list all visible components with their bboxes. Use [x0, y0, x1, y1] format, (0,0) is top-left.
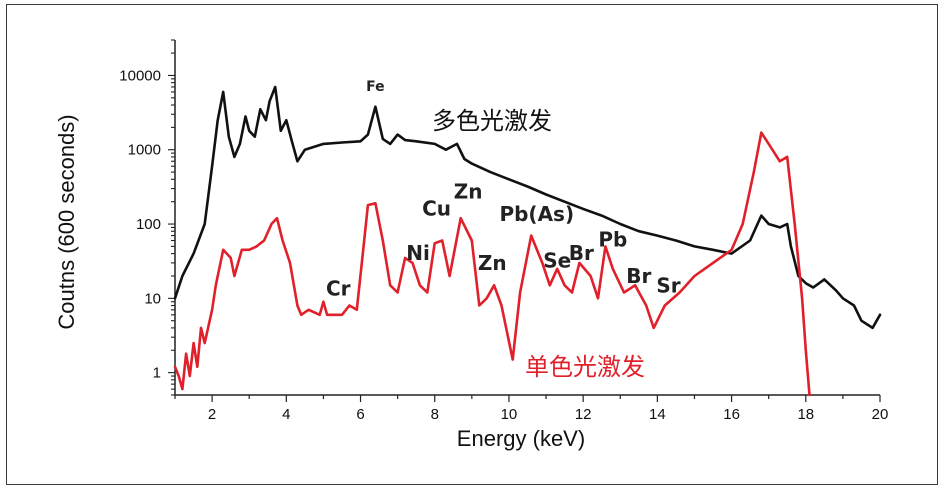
legend-multicolor: 多色光激发 — [432, 107, 552, 135]
y-axis-title: Coutns (600 seconds) — [54, 114, 79, 329]
element-label: Pb — [598, 227, 627, 251]
element-label: Pb(As) — [499, 202, 574, 226]
x-tick-label: 10 — [501, 406, 518, 423]
element-label: Br — [569, 241, 594, 265]
series-group — [173, 85, 882, 397]
series-multicolor-line — [173, 85, 882, 330]
y-tick-label: 10 — [144, 290, 161, 307]
x-tick-label: 20 — [872, 406, 889, 423]
series-monochromatic-line — [173, 131, 811, 397]
element-label: Sr — [656, 273, 680, 297]
y-tick-label: 10000 — [119, 67, 161, 84]
x-tick-label: 14 — [649, 406, 666, 423]
axes: 2 4 6 8 10 12 14 16 18 20 1 10 100 1000 10000 — [119, 39, 889, 423]
x-tick-label: 18 — [797, 406, 814, 423]
x-tick-label: 8 — [431, 406, 439, 423]
element-label: Zn — [478, 251, 507, 275]
x-tick-label: 16 — [723, 406, 740, 423]
y-tick-label: 1000 — [128, 142, 161, 159]
x-tick-label: 2 — [208, 406, 216, 423]
x-tick-label: 4 — [282, 406, 290, 423]
element-label: Br — [626, 264, 651, 288]
y-tick-label: 100 — [136, 216, 161, 233]
x-tick-label: 6 — [356, 406, 364, 423]
element-label: Fe — [366, 79, 385, 95]
x-tick-label: 12 — [575, 406, 592, 423]
element-label: Ni — [406, 241, 430, 265]
element-label: Cr — [326, 276, 351, 300]
x-axis-title: Energy (keV) — [457, 426, 585, 451]
element-label: Zn — [454, 180, 483, 204]
legend-monochromatic: 单色光激发 — [525, 353, 645, 381]
element-label: Cu — [422, 197, 451, 221]
element-label: Se — [543, 249, 571, 273]
y-tick-label: 1 — [153, 365, 161, 382]
